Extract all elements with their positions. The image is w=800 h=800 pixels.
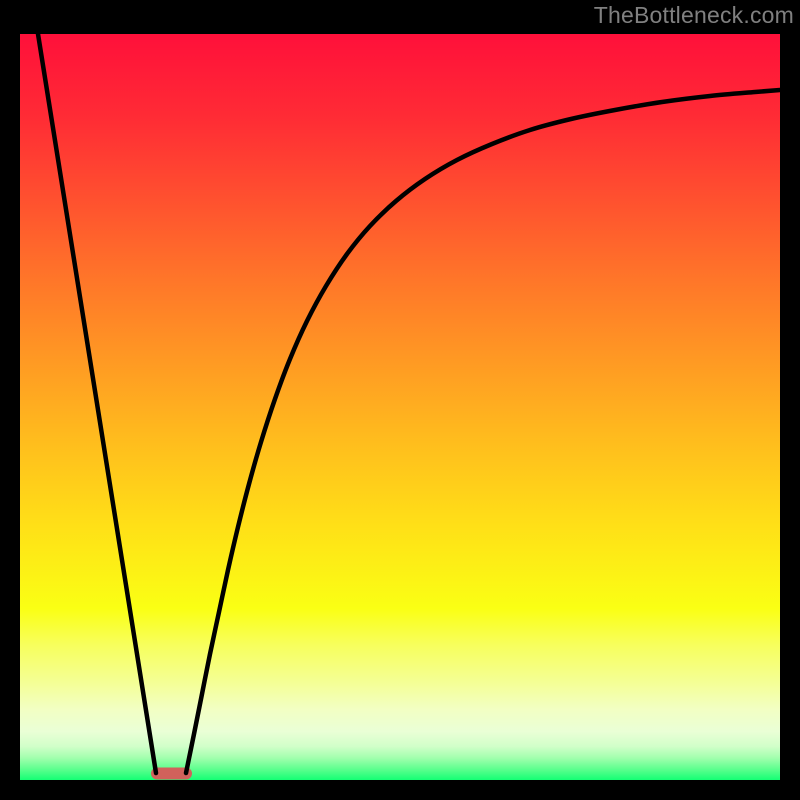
watermark-text: TheBottleneck.com: [594, 0, 800, 29]
plot-svg: [20, 34, 780, 780]
chart-frame: TheBottleneck.com: [0, 0, 800, 800]
gradient-background: [20, 34, 780, 780]
plot-area: [20, 34, 780, 780]
